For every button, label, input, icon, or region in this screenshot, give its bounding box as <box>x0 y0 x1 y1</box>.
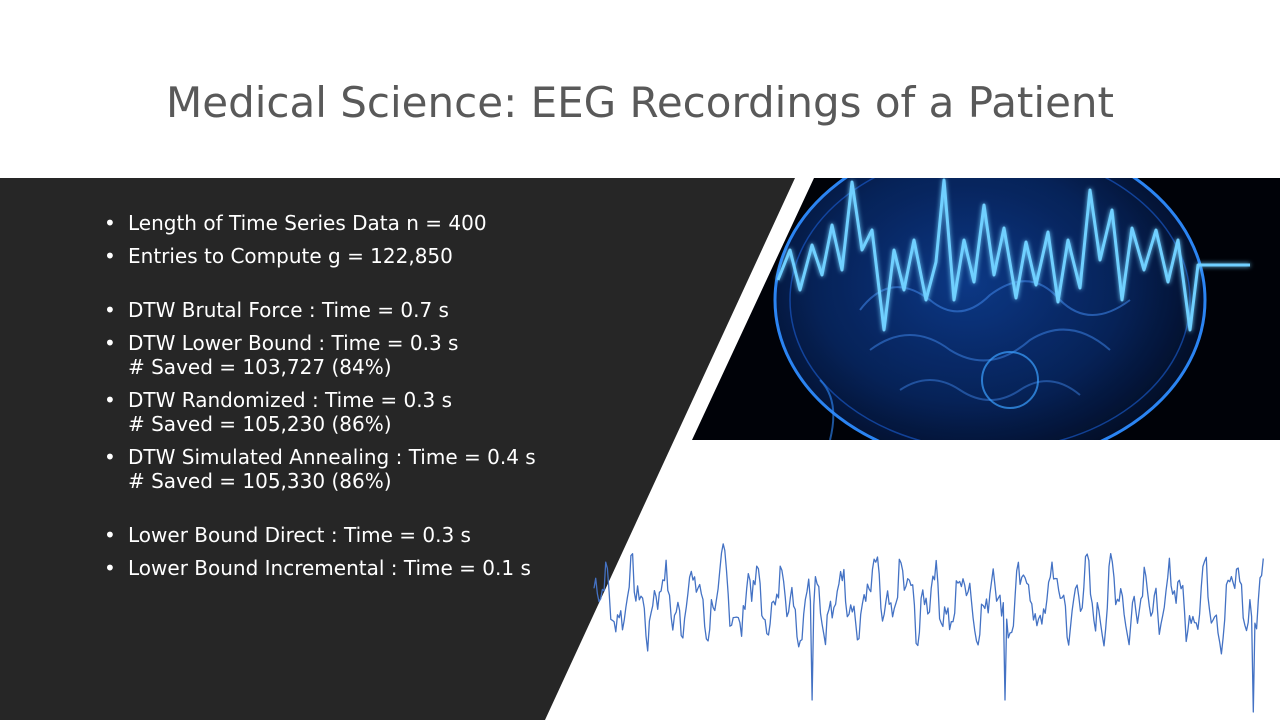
bullet-item: Lower Bound Direct : Time = 0.3 s <box>104 523 624 547</box>
eeg-signal-line <box>593 543 1264 713</box>
bullet-item: Length of Time Series Data n = 400 <box>104 211 624 235</box>
bullet-item: DTW Randomized : Time = 0.3 s# Saved = 1… <box>104 388 624 436</box>
bullet-item: Lower Bound Incremental : Time = 0.1 s <box>104 556 624 580</box>
bullet-item: DTW Simulated Annealing : Time = 0.4 s# … <box>104 445 624 493</box>
bullet-item: DTW Brutal Force : Time = 0.7 s <box>104 298 624 322</box>
bullet-item: DTW Lower Bound : Time = 0.3 s# Saved = … <box>104 331 624 379</box>
slide-title: Medical Science: EEG Recordings of a Pat… <box>166 78 1114 127</box>
bullet-list: Length of Time Series Data n = 400 Entri… <box>104 211 624 589</box>
bullet-item: Entries to Compute g = 122,850 <box>104 244 624 268</box>
